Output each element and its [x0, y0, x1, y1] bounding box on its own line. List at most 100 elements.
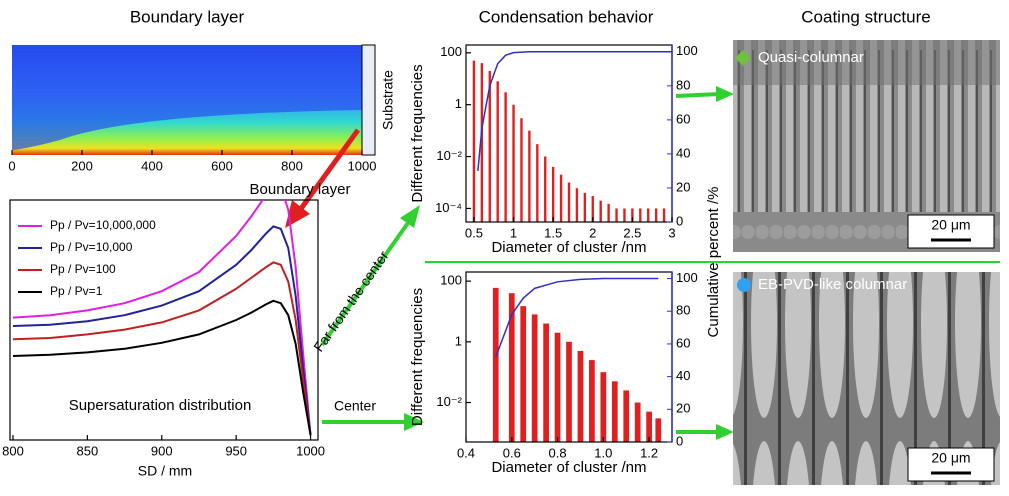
y2-tick-label: 0	[676, 433, 683, 448]
chart-title: Supersaturation distribution	[69, 397, 252, 414]
legend-label: Pp / Pv=10,000,000	[50, 218, 156, 232]
x-tick-label: 3	[668, 225, 675, 240]
x-tick-label: 0.8	[549, 445, 567, 460]
bar	[531, 314, 538, 442]
y-tick-label: 10⁻²	[436, 148, 462, 163]
annotation: Boundary layer	[250, 181, 351, 198]
heading: Condensation behavior	[479, 7, 654, 26]
bar	[639, 208, 642, 222]
y-tick-label: 10⁻⁴	[435, 200, 462, 215]
coating-label: Quasi-columnar	[758, 49, 864, 66]
bar	[504, 92, 507, 223]
line	[12, 299, 312, 436]
arrow-head	[400, 205, 420, 228]
y-tick-label: 100	[440, 44, 462, 59]
bar	[623, 390, 630, 442]
bar	[646, 411, 652, 442]
bar	[655, 418, 662, 442]
scale-label: 20 μm	[931, 217, 970, 233]
bar	[472, 60, 476, 222]
bar	[488, 70, 491, 223]
arrow-head	[716, 86, 734, 102]
x-tick-label: 0.6	[503, 445, 521, 460]
bar	[566, 341, 572, 442]
line	[12, 261, 312, 436]
bar	[600, 372, 607, 442]
line	[12, 225, 312, 436]
bar	[591, 196, 594, 222]
heading: Boundary layer	[130, 7, 245, 26]
annotation: Center	[334, 398, 376, 414]
bar	[575, 188, 579, 222]
scale-box	[907, 447, 995, 482]
y-tick-label: 100	[440, 273, 462, 288]
bar	[520, 118, 523, 222]
legend-label: Pp / Pv=1	[50, 284, 103, 298]
y2-tick-label: 0	[676, 213, 683, 228]
legend-label: Pp / Pv=10,000	[50, 240, 133, 254]
y-tick-label: 10⁻²	[436, 394, 462, 409]
x-tick-label: 1.5	[544, 225, 562, 240]
bar	[583, 192, 587, 222]
line	[12, 200, 312, 436]
x-tick-label: 1	[510, 225, 517, 240]
bar	[623, 208, 626, 222]
y2-tick-label: 80	[676, 303, 690, 318]
x-axis-label: SD / mm	[138, 463, 192, 479]
arrow-head	[285, 200, 310, 228]
y2-axis-label: Cumulative percent /%	[705, 187, 722, 338]
bar	[528, 130, 531, 222]
substrate	[361, 44, 376, 156]
plot-frame	[9, 199, 319, 441]
x-tick-label: 950	[225, 443, 247, 458]
y2-tick-label: 100	[676, 43, 698, 58]
y2-tick-label: 40	[676, 145, 690, 160]
bar	[615, 208, 618, 222]
legend-label: Pp / Pv=100	[50, 262, 116, 276]
bar	[512, 104, 515, 222]
x-tick-label: 1.0	[594, 445, 612, 460]
bar	[559, 174, 563, 222]
scale-label: 20 μm	[931, 450, 970, 466]
bar	[577, 350, 584, 442]
x-tick-label: 0.4	[457, 445, 475, 460]
bar	[496, 81, 499, 222]
y2-tick-label: 60	[676, 335, 690, 350]
y-axis-label: Different frequencies	[409, 288, 426, 426]
bar	[611, 381, 618, 442]
x-tick-label: 1000	[348, 158, 377, 173]
arrow	[297, 128, 361, 212]
y2-tick-label: 20	[676, 179, 690, 194]
arrow	[675, 92, 721, 98]
y2-tick-label: 40	[676, 368, 690, 383]
contour-band	[12, 45, 362, 150]
y-tick-label: 1	[455, 333, 462, 348]
cumulative-line	[495, 277, 659, 358]
bar	[543, 323, 549, 442]
x-tick-label: 200	[71, 158, 93, 173]
bar	[647, 208, 650, 222]
cumulative-line	[477, 51, 672, 172]
bar	[654, 208, 658, 222]
coating-label: EB-PVD-like columnar	[758, 276, 907, 293]
bar	[607, 203, 610, 222]
sem-top	[733, 40, 1000, 85]
bar	[662, 208, 666, 222]
y2-tick-label: 20	[676, 401, 690, 416]
marker	[737, 278, 751, 292]
x-tick-label: 400	[141, 158, 163, 173]
bar	[480, 63, 484, 222]
y-axis-label: Different frequencies	[409, 64, 426, 202]
bar	[508, 293, 515, 442]
x-axis-label: Diameter of cluster /nm	[491, 239, 646, 256]
bar	[631, 208, 634, 222]
x-axis-label: Diameter of cluster /nm	[491, 459, 646, 476]
x-tick-label: 1000	[296, 443, 325, 458]
x-tick-label: 1.2	[640, 445, 658, 460]
heading: Coating structure	[801, 7, 930, 26]
y-tick-label: 1	[455, 96, 462, 111]
x-tick-label: 0	[8, 158, 15, 173]
x-tick-label: 2.5	[623, 225, 641, 240]
x-tick-label: 900	[151, 443, 173, 458]
bar	[599, 200, 602, 222]
